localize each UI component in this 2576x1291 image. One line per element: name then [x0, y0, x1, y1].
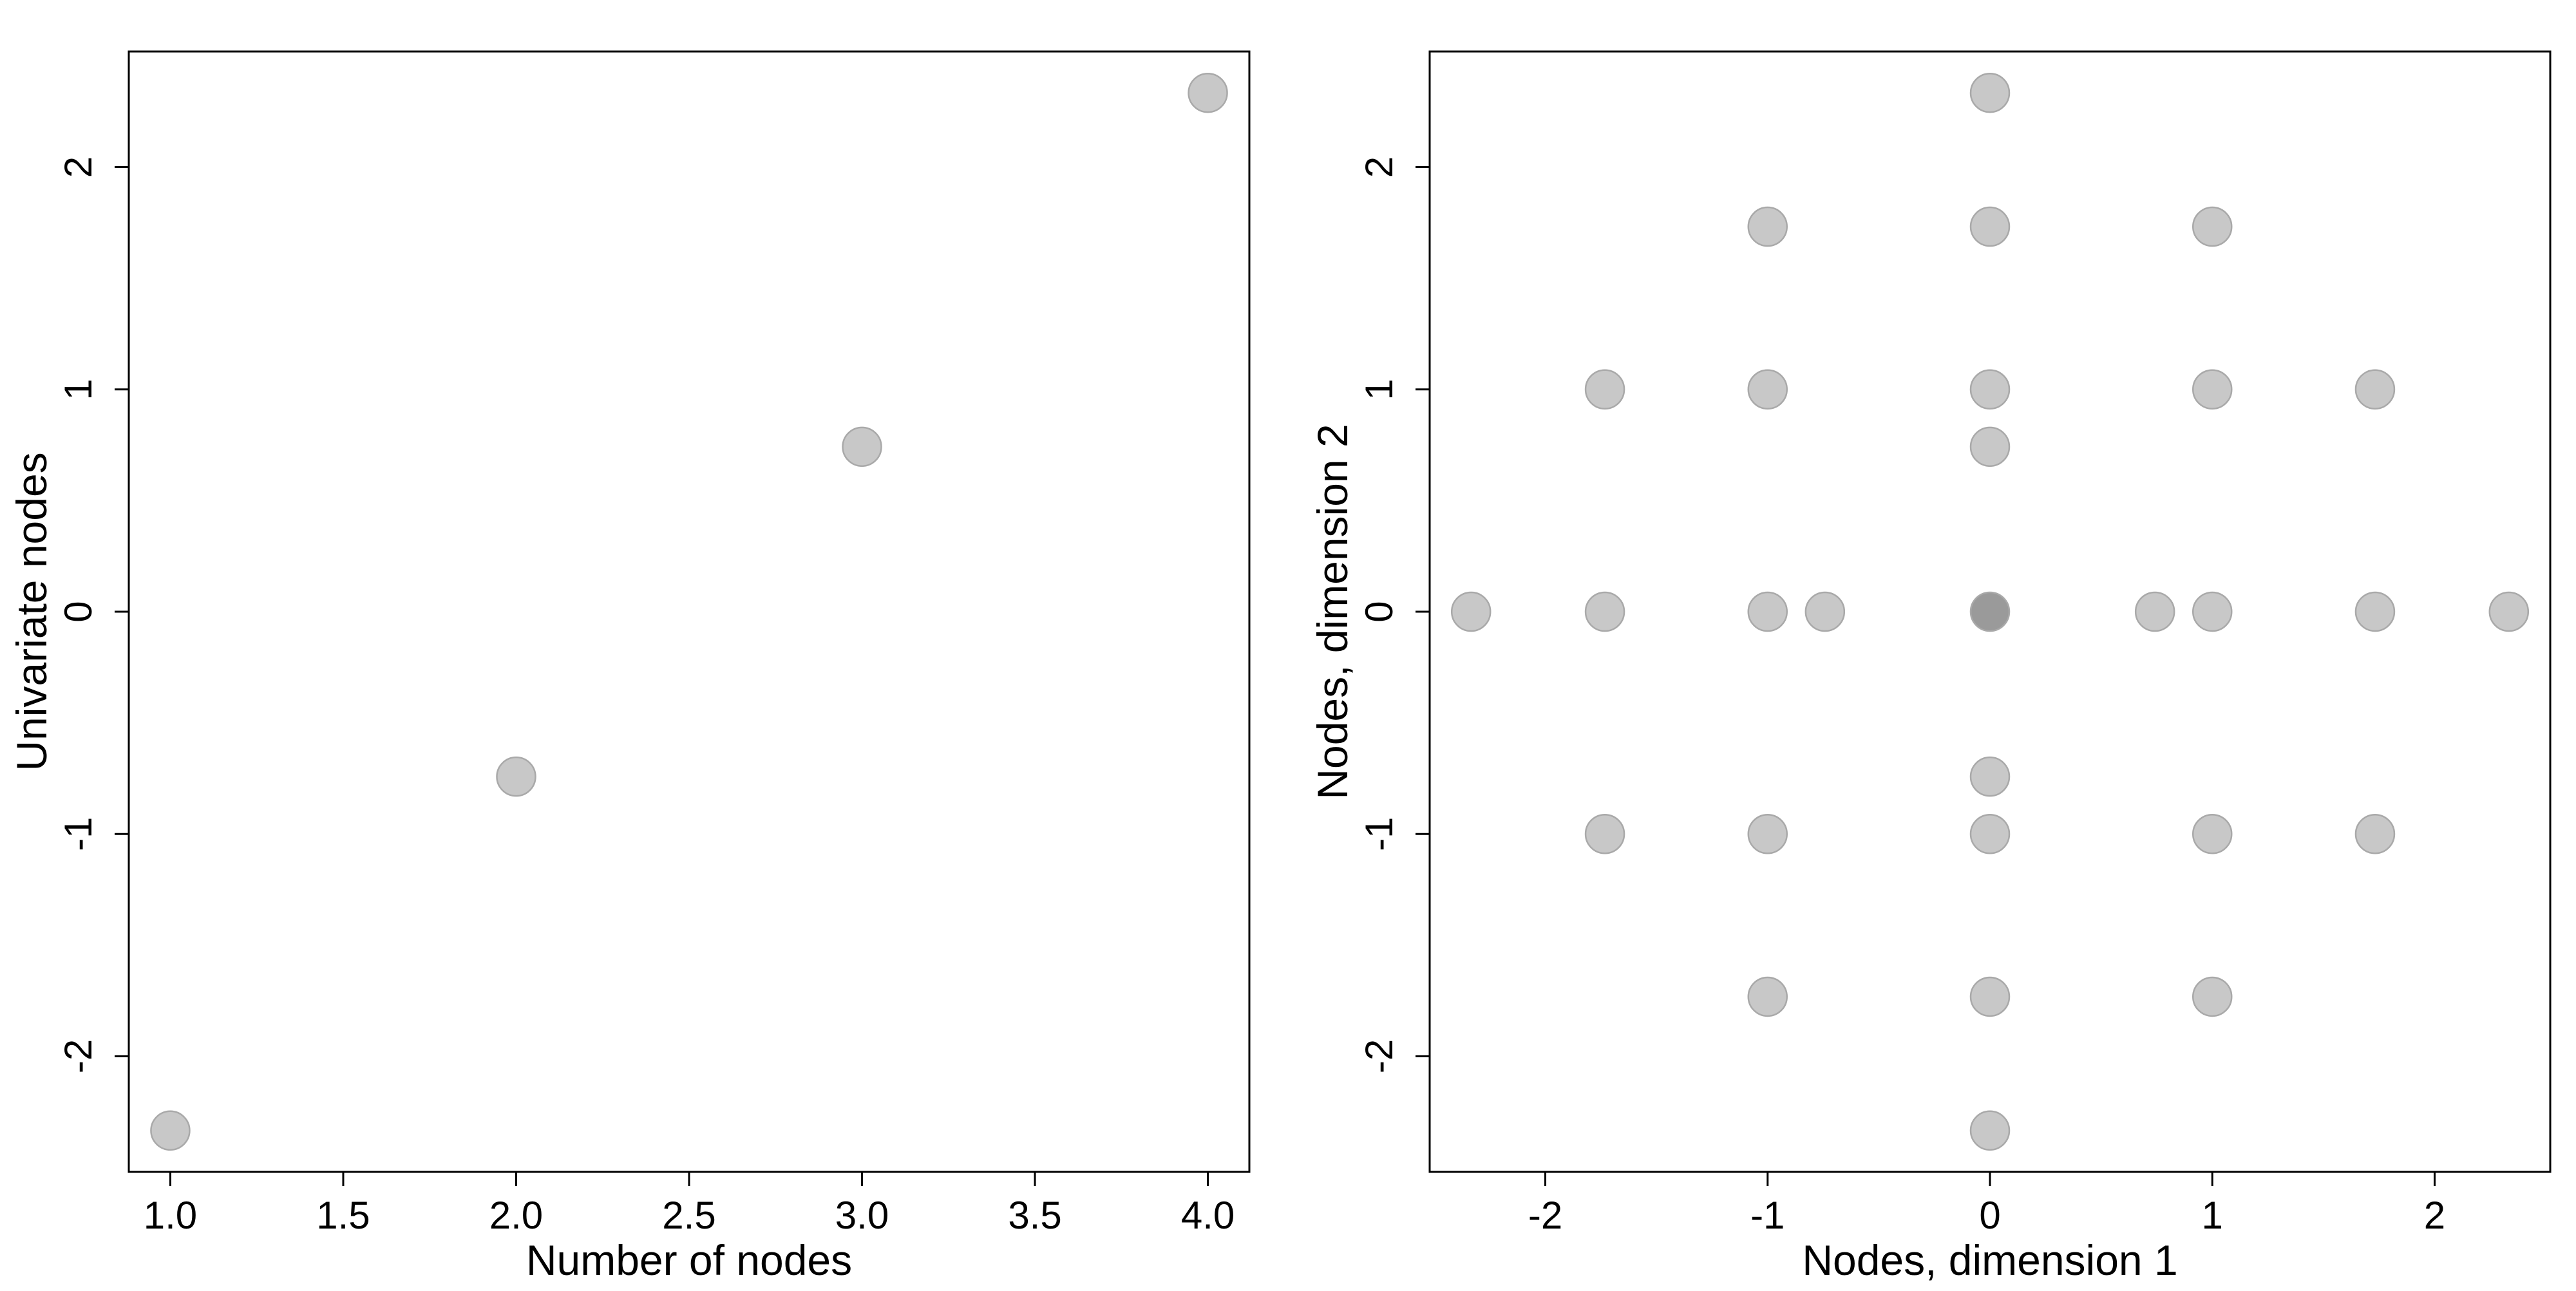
- y-axis-label: Univariate nodes: [8, 452, 55, 771]
- data-point: [1747, 976, 1788, 1017]
- left-panel: 1.0 1.5 2.0 2.5 3.0 3.5 4.0 -2 -1 0 1 2 Number of no…: [8, 50, 1251, 1284]
- data-point: [1584, 369, 1625, 410]
- x-axis-label: Number of nodes: [526, 1236, 852, 1284]
- x-tick-label: 1: [2202, 1194, 2223, 1237]
- y-tick-label: 0: [1358, 601, 1401, 622]
- data-point: [1747, 206, 1788, 247]
- data-point: [2192, 591, 2233, 632]
- x-axis-label: Nodes, dimension 1: [1802, 1236, 2177, 1284]
- x-tick-label: 2: [2424, 1194, 2445, 1237]
- x-tick-label: -1: [1750, 1194, 1785, 1237]
- y-tick-label: -1: [57, 817, 100, 851]
- data-point: [1969, 426, 2011, 467]
- data-point: [1969, 369, 2011, 410]
- data-point: [2192, 369, 2233, 410]
- y-tick-label: 0: [57, 601, 100, 622]
- data-point: [150, 1110, 191, 1151]
- y-tick-label: 1: [57, 379, 100, 400]
- y-tick-label: 1: [1358, 379, 1401, 400]
- x-tick-label: -2: [1528, 1194, 1562, 1237]
- plot-frame: [128, 50, 1251, 1173]
- data-point: [2488, 591, 2530, 632]
- y-axis-label: Nodes, dimension 2: [1309, 424, 1356, 799]
- y-tick-label: -1: [1358, 817, 1401, 851]
- y-tick-label: 2: [57, 156, 100, 178]
- data-point: [1747, 369, 1788, 410]
- data-point: [1969, 591, 2011, 632]
- data-point: [842, 426, 882, 467]
- x-tick-label: 0: [1979, 1194, 2000, 1237]
- x-tick-label: 1.5: [316, 1194, 370, 1237]
- data-point: [2354, 813, 2396, 854]
- data-point: [1188, 72, 1228, 113]
- data-point: [1584, 591, 1625, 632]
- data-point: [2192, 976, 2233, 1017]
- data-point: [1969, 756, 2011, 797]
- data-point: [2192, 813, 2233, 854]
- data-point: [1969, 206, 2011, 247]
- y-tick-label: -2: [1358, 1039, 1401, 1073]
- x-tick-label: 2.0: [489, 1194, 543, 1237]
- data-point: [1747, 591, 1788, 632]
- right-panel: -2 -1 0 1 2 -2 -1 0 1 2 Nodes, dimension 1 Nodes, d…: [1309, 50, 2552, 1284]
- x-tick-label: 1.0: [144, 1194, 197, 1237]
- data-point: [2354, 591, 2396, 632]
- data-point: [1969, 1110, 2011, 1151]
- data-point: [1804, 591, 1846, 632]
- data-point: [2134, 591, 2175, 632]
- data-point: [1969, 72, 2011, 113]
- data-point: [2354, 369, 2396, 410]
- data-point: [1747, 813, 1788, 854]
- data-point: [1450, 591, 1492, 632]
- x-tick-label: 2.5: [662, 1194, 715, 1237]
- data-point: [1969, 976, 2011, 1017]
- data-point: [1969, 813, 2011, 854]
- x-tick-label: 3.5: [1008, 1194, 1061, 1237]
- data-point: [2192, 206, 2233, 247]
- y-tick-label: 2: [1358, 156, 1401, 178]
- data-point: [496, 756, 536, 797]
- data-point: [1584, 813, 1625, 854]
- x-tick-label: 4.0: [1181, 1194, 1235, 1237]
- x-tick-label: 3.0: [835, 1194, 889, 1237]
- y-tick-label: -2: [57, 1039, 100, 1073]
